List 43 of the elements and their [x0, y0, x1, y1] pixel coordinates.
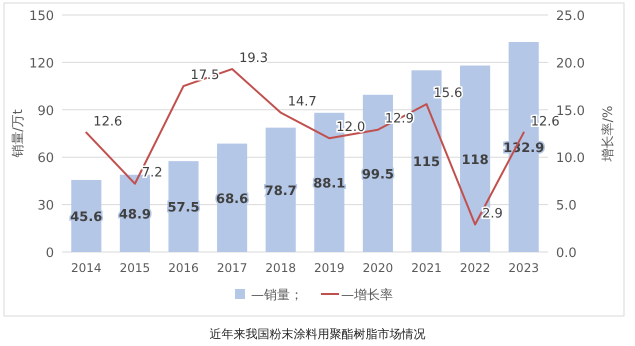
x-tick-label: 2019 [314, 261, 345, 275]
text: 近年来我国粉末涂料用聚酯树脂市场情况 [210, 327, 426, 341]
y2-tick-label: 10.0 [556, 151, 585, 166]
y-tick-label: 60 [37, 151, 54, 166]
data-label: 12.0 [336, 120, 366, 136]
y2-tick-label: 5.0 [556, 198, 577, 214]
y-tick-label: 150 [29, 9, 54, 24]
x-tick-label: 2023 [508, 261, 539, 275]
data-label: 15.6 [434, 86, 462, 102]
y-tick-label: 90 [37, 104, 54, 119]
data-label: 78.7 [264, 184, 297, 199]
data-label: 88.1 [313, 176, 346, 192]
bar [266, 128, 296, 252]
y-tick-label: 30 [37, 198, 54, 214]
x-tick-label: 2016 [168, 261, 199, 275]
x-tick-label: 2018 [265, 261, 296, 275]
y-axis-title: 销量/万t [11, 109, 26, 159]
y2-axis-title: 增长率/% [600, 106, 616, 162]
data-label: 12.6 [93, 114, 122, 130]
legend-label: —增长率 [341, 287, 393, 303]
data-label: 7.2 [142, 166, 163, 181]
x-tick-label: 2020 [362, 261, 394, 275]
data-label: 19.3 [239, 51, 268, 66]
data-label: 48.9 [118, 207, 151, 222]
x-tick-label: 2022 [460, 261, 490, 275]
data-label: 2.9 [482, 206, 503, 222]
y-tick-label: 120 [29, 56, 54, 72]
data-label: 118 [462, 152, 489, 168]
y2-tick-label: 0.0 [556, 246, 577, 261]
x-tick-label: 2014 [71, 261, 102, 275]
x-tick-label: 2015 [120, 261, 150, 275]
data-label: 115 [412, 155, 440, 170]
data-label: 99.5 [362, 167, 394, 182]
x-tick-label: 2017 [216, 261, 248, 275]
data-label: 68.6 [216, 192, 248, 207]
x-tick-label: 2021 [411, 261, 442, 275]
legend-label: —销量； [251, 288, 303, 303]
data-label: 14.7 [288, 94, 317, 110]
data-label: 57.5 [167, 200, 200, 216]
data-label: 45.6 [70, 210, 102, 225]
y2-tick-label: 20.0 [556, 56, 585, 72]
y2-tick-label: 25.0 [556, 9, 585, 24]
y-tick-label: 0 [46, 246, 54, 261]
